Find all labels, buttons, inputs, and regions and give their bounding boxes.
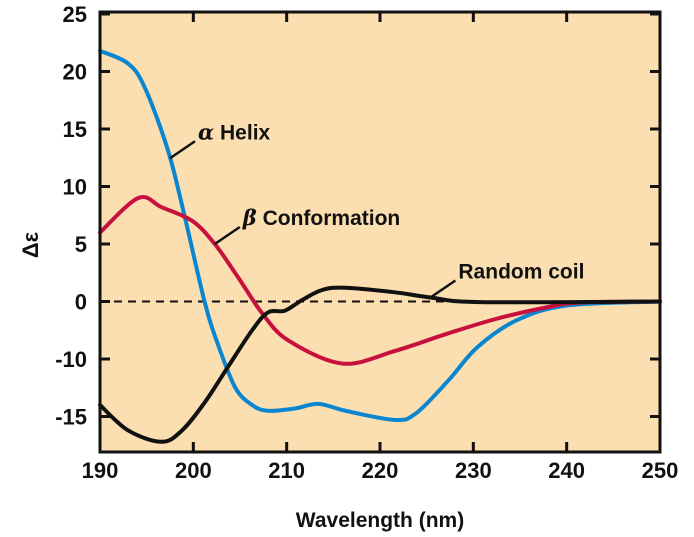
y-axis-label: Δε xyxy=(18,231,43,258)
y-tick-label: 15 xyxy=(63,117,87,142)
plot-background xyxy=(100,12,660,452)
x-tick-label: 250 xyxy=(642,458,679,483)
y-tick-label: 0 xyxy=(75,290,87,315)
series-annotation: α Helix xyxy=(198,119,271,144)
series-line-0 xyxy=(98,48,662,423)
y-tick-label: -15 xyxy=(55,405,87,430)
y-tick-label: -10 xyxy=(55,347,87,372)
x-tick-label: 190 xyxy=(82,458,119,483)
ticks-layer: 25 20 15 10 5 0 -10 -15 190 200 210 220 230 240 250 xyxy=(55,2,678,483)
annotation-layer: α Helix β Conformation Random coil xyxy=(169,119,584,299)
annotation-leader xyxy=(169,140,196,160)
x-tick-label: 240 xyxy=(548,458,585,483)
annotation-leader xyxy=(214,225,241,246)
x-tick-label: 230 xyxy=(455,458,492,483)
series-annotation: Random coil xyxy=(458,260,584,283)
series-annotation: β Conformation xyxy=(242,205,400,230)
y-tick-label: 5 xyxy=(75,232,87,257)
series-line-1 xyxy=(98,195,662,366)
y-tick-label: 10 xyxy=(63,175,87,200)
y-tick-label: 25 xyxy=(63,2,87,27)
x-axis-label: Wavelength (nm) xyxy=(296,509,464,532)
x-tick-label: 200 xyxy=(175,458,212,483)
x-tick-label: 220 xyxy=(362,458,399,483)
x-tick-label: 210 xyxy=(268,458,305,483)
annotation-leader xyxy=(429,279,457,299)
y-tick-label: 20 xyxy=(63,60,87,85)
